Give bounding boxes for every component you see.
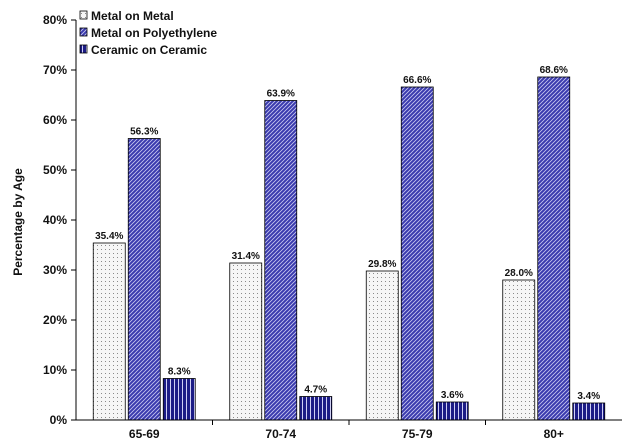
- bar-metal-on-polyethylene: [127, 138, 161, 421]
- bar-value-label: 3.6%: [441, 390, 464, 401]
- bar-value-label: 68.6%: [540, 65, 568, 76]
- y-axis-ticks: 0% 10% 20% 30% 40% 50% 60% 70% 80%: [43, 13, 76, 427]
- bar-metal-on-metal: [502, 279, 536, 421]
- bar-value-label: 8.3%: [168, 367, 191, 378]
- y-tick-label: 20%: [43, 313, 67, 327]
- data-labels-group: 35.4% 56.3% 8.3% 31.4% 63.9% 4.7% 29.8% 66.6% 3.…: [95, 65, 600, 402]
- y-tick-label: 10%: [43, 363, 67, 377]
- bar-value-label: 35.4%: [95, 231, 123, 242]
- bar-value-label: 29.8%: [368, 259, 396, 270]
- x-category-label: 75-79: [402, 427, 433, 441]
- legend-label: Metal on Metal: [91, 9, 174, 23]
- legend-swatch: [79, 10, 88, 20]
- bar-value-label: 4.7%: [304, 385, 327, 396]
- legend-label: Ceramic on Ceramic: [91, 43, 207, 57]
- bars-group: [92, 76, 606, 421]
- bar-value-label: 56.3%: [130, 127, 158, 138]
- bar-value-label: 66.6%: [403, 75, 431, 86]
- bar-value-label: 28.0%: [505, 268, 533, 279]
- y-tick-label: 80%: [43, 13, 67, 27]
- legend-swatch: [79, 44, 88, 54]
- bar-value-label: 31.4%: [232, 251, 260, 262]
- legend: Metal on Metal Metal on Polyethylene Ceram…: [79, 9, 217, 57]
- bar-metal-on-metal: [92, 242, 126, 421]
- bar-metal-on-metal: [229, 262, 263, 421]
- y-axis-title: Percentage by Age: [11, 168, 25, 276]
- y-tick-label: 60%: [43, 113, 67, 127]
- legend-label: Metal on Polyethylene: [91, 26, 217, 40]
- x-category-label: 65-69: [129, 427, 160, 441]
- bar-metal-on-polyethylene: [264, 100, 298, 421]
- bar-metal-on-metal: [365, 270, 399, 421]
- y-tick-label: 70%: [43, 63, 67, 77]
- y-tick-label: 30%: [43, 263, 67, 277]
- y-tick-label: 50%: [43, 163, 67, 177]
- y-tick-label: 40%: [43, 213, 67, 227]
- bar-metal-on-polyethylene: [537, 76, 571, 421]
- bar-ceramic-on-ceramic: [572, 402, 606, 421]
- x-axis-labels: 65-69 70-74 75-79 80+: [129, 420, 564, 441]
- bar-value-label: 3.4%: [577, 391, 600, 402]
- legend-swatch: [79, 27, 88, 37]
- bar-ceramic-on-ceramic: [435, 401, 469, 421]
- x-category-label: 70-74: [265, 427, 296, 441]
- bar-ceramic-on-ceramic: [299, 396, 333, 421]
- bar-metal-on-polyethylene: [400, 86, 434, 421]
- bar-value-label: 63.9%: [267, 89, 295, 100]
- y-tick-label: 0%: [50, 413, 68, 427]
- bar-ceramic-on-ceramic: [162, 378, 196, 421]
- x-category-label: 80+: [544, 427, 564, 441]
